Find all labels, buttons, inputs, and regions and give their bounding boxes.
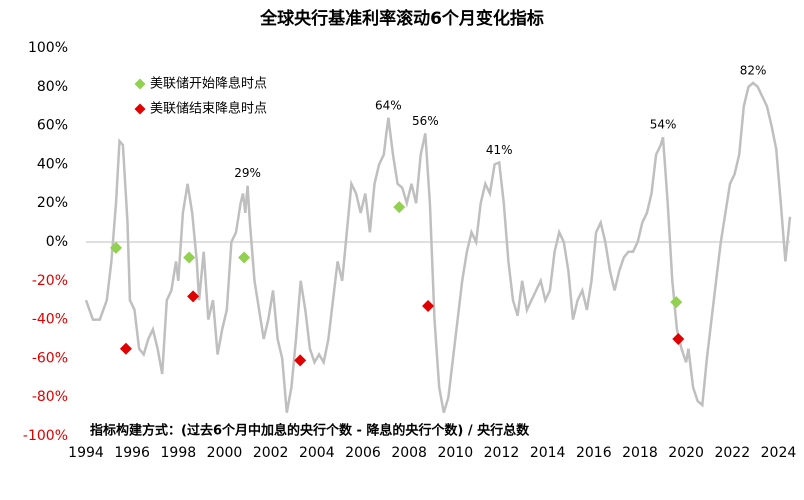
diamond-marker xyxy=(110,241,123,254)
y-tick-label: -100% xyxy=(23,428,68,444)
x-tick-label: 2020 xyxy=(668,445,704,461)
x-tick-label: 2014 xyxy=(530,445,566,461)
annotation: 56% xyxy=(412,114,439,128)
annotation: 54% xyxy=(650,118,677,132)
legend-label: 美联储开始降息时点 xyxy=(150,76,267,92)
x-tick-label: 1996 xyxy=(114,445,150,461)
y-tick-label: 80% xyxy=(37,79,68,95)
x-tick-label: 2018 xyxy=(622,445,658,461)
note: 指标构建方式：(过去6个月中加息的央行个数 - 降息的央行个数) / 央行总数 xyxy=(90,423,530,439)
x-tick-label: 1998 xyxy=(161,445,197,461)
y-tick-label: -60% xyxy=(32,350,68,366)
diamond-marker xyxy=(119,342,132,355)
y-tick-label: 100% xyxy=(28,40,68,56)
y-tick-label: 0% xyxy=(46,234,68,250)
annotation: 64% xyxy=(375,98,402,112)
y-tick-label: 20% xyxy=(37,195,68,211)
legend-label: 美联储结束降息时点 xyxy=(150,101,267,117)
diamond-marker xyxy=(670,296,683,309)
y-tick-label: -40% xyxy=(32,312,68,328)
data-line xyxy=(84,81,792,414)
x-tick-label: 2000 xyxy=(207,445,243,461)
diamond-marker xyxy=(672,333,685,345)
annotation: 41% xyxy=(486,143,513,157)
x-tick-label: 1994 xyxy=(68,445,104,461)
diamond-marker xyxy=(238,251,251,264)
x-tick-label: 2012 xyxy=(484,445,520,461)
x-tick-label: 2008 xyxy=(391,445,427,461)
diamond-marker xyxy=(393,201,406,214)
legend-marker xyxy=(134,103,146,115)
x-tick-label: 2016 xyxy=(576,445,612,461)
legend-marker xyxy=(134,78,146,90)
x-tick-label: 2010 xyxy=(437,445,473,461)
annotation: 82% xyxy=(740,63,767,77)
x-tick-label: 2006 xyxy=(345,445,381,461)
y-tick-label: -20% xyxy=(32,273,68,289)
x-tick-label: 2004 xyxy=(299,445,335,461)
x-tick-label: 2022 xyxy=(714,445,750,461)
diamond-marker xyxy=(183,251,196,264)
diamond-marker xyxy=(294,354,307,367)
chart-title: 全球央行基准利率滚动6个月变化指标 xyxy=(259,8,544,29)
y-tick-label: 60% xyxy=(37,118,68,134)
annotation: 29% xyxy=(234,166,261,180)
diamond-marker xyxy=(187,290,200,303)
x-tick-label: 2002 xyxy=(253,445,289,461)
diamond-marker xyxy=(422,300,435,313)
x-tick-label: 2024 xyxy=(761,445,797,461)
y-tick-label: -80% xyxy=(32,389,68,405)
y-tick-label: 40% xyxy=(37,156,68,172)
